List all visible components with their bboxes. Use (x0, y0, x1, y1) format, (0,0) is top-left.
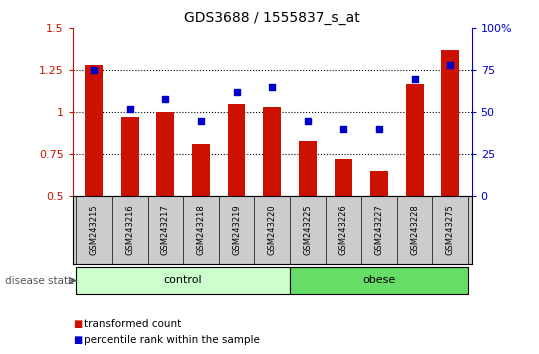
Bar (156, 113, 174, 196)
Point (375, 126, 383, 132)
Point (161, 96, 170, 102)
Bar (227, 104, 245, 196)
Point (303, 118, 312, 124)
Point (197, 118, 205, 124)
Text: GSM243215: GSM243215 (89, 205, 99, 256)
Text: control: control (164, 275, 203, 285)
Bar (77, 267, 290, 294)
Point (126, 106, 134, 112)
Text: GSM243216: GSM243216 (125, 205, 134, 256)
Point (268, 84, 277, 90)
Text: GSM243225: GSM243225 (303, 205, 312, 256)
Bar (370, 171, 388, 196)
Text: GSM243217: GSM243217 (161, 205, 170, 256)
Point (446, 63, 454, 68)
Bar (263, 107, 281, 196)
Title: GDS3688 / 1555837_s_at: GDS3688 / 1555837_s_at (184, 11, 360, 24)
Text: ■: ■ (73, 335, 82, 345)
Text: obese: obese (362, 275, 396, 285)
Bar (441, 50, 459, 196)
Bar (335, 160, 353, 196)
Text: GSM243220: GSM243220 (268, 205, 277, 256)
Bar (290, 267, 468, 294)
Bar (85, 65, 103, 196)
Point (232, 90, 241, 95)
Text: GSM243227: GSM243227 (375, 205, 384, 256)
Point (410, 76, 419, 82)
Point (339, 126, 348, 132)
Point (90, 68, 99, 73)
Text: GSM243228: GSM243228 (410, 205, 419, 256)
Text: GSM243226: GSM243226 (339, 205, 348, 256)
Text: percentile rank within the sample: percentile rank within the sample (84, 335, 259, 345)
Text: GSM243275: GSM243275 (446, 205, 455, 256)
Bar (299, 141, 317, 196)
Text: disease state: disease state (5, 275, 75, 286)
Text: transformed count: transformed count (84, 319, 181, 329)
Text: GSM243219: GSM243219 (232, 205, 241, 256)
Bar (121, 118, 139, 196)
Bar (192, 144, 210, 196)
Text: GSM243218: GSM243218 (197, 205, 205, 256)
Text: ■: ■ (73, 319, 82, 329)
Bar (406, 84, 424, 196)
